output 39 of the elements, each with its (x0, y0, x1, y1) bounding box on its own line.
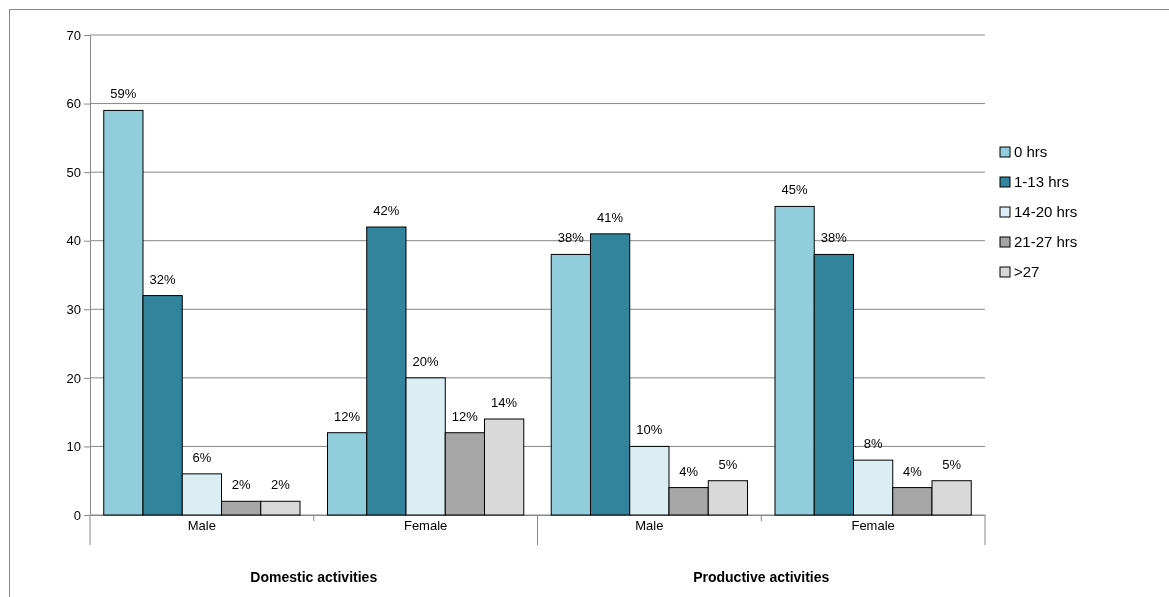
data-label: 8% (863, 436, 883, 452)
data-label: 4% (679, 463, 699, 479)
text: Productive activities (693, 569, 830, 585)
text: Domestic activities (250, 569, 378, 585)
y-tick-label: 70 (66, 27, 81, 43)
data-label: 20% (412, 353, 440, 369)
data-label: 41% (597, 209, 624, 225)
x-tick-label: Male (635, 518, 664, 533)
data-label: 45% (781, 182, 809, 198)
data-label: 12% (334, 408, 361, 424)
legend-label: >27 (1014, 263, 1040, 280)
data-label: 14% (491, 395, 518, 410)
y-tick-label: 60 (66, 96, 81, 112)
data-label: 38% (557, 230, 585, 246)
x-tick-label: Female (851, 518, 895, 533)
y-tick-label: 10 (66, 439, 81, 455)
legend-label: 0 hrs (1014, 143, 1048, 160)
y-tick-label: 50 (66, 164, 81, 180)
legend-label: 14-20 hrs (1014, 203, 1078, 220)
y-tick-label: 20 (66, 370, 81, 386)
data-label: 4% (902, 463, 923, 479)
data-label: 2% (231, 477, 251, 493)
legend-label: 21-27 hrs (1014, 233, 1078, 250)
x-tick-label: Female (403, 518, 448, 533)
y-tick-label: 40 (66, 233, 81, 249)
y-tick-label: 30 (66, 301, 81, 317)
data-label: 12% (451, 408, 479, 424)
data-label: 2% (270, 477, 291, 493)
data-label: 5% (718, 456, 738, 472)
data-label: 32% (149, 271, 177, 287)
x-tick-label: Male (187, 518, 216, 533)
y-tick-label: 0 (73, 507, 81, 523)
legend-label: 1-13 hrs (1014, 173, 1070, 190)
data-label: 38% (820, 230, 848, 246)
data-label: 10% (636, 422, 663, 438)
data-label: 59% (110, 86, 137, 102)
data-label: 6% (192, 449, 212, 465)
data-label: 5% (942, 456, 962, 472)
data-label: 42% (373, 203, 400, 218)
